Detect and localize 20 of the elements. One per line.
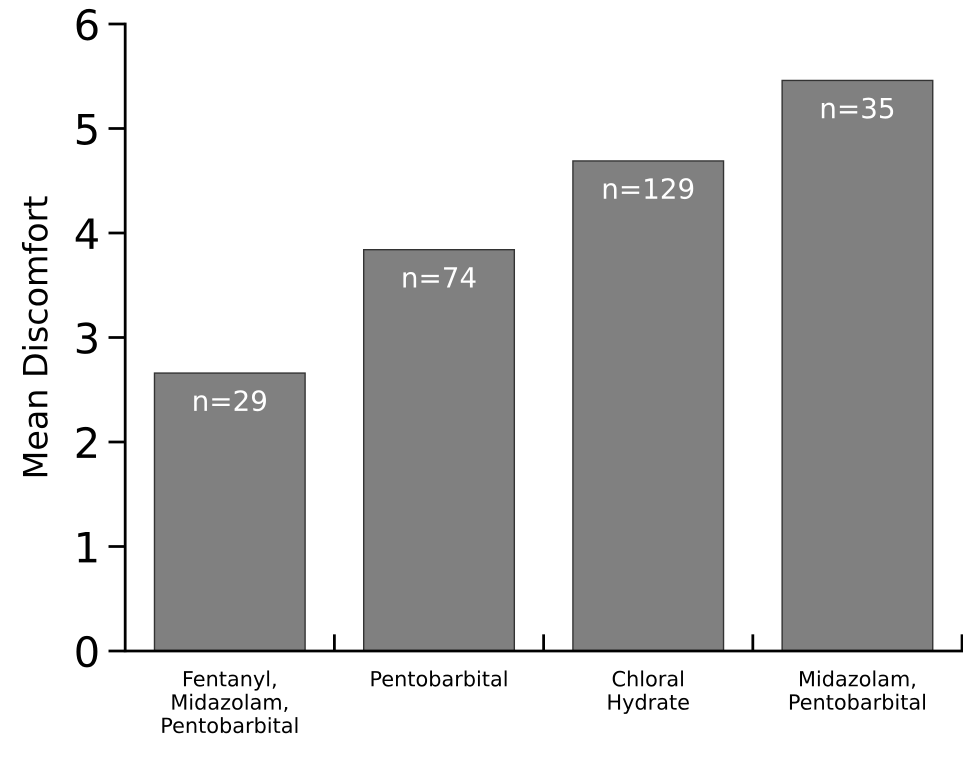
x-tick-label: Fentanyl, Midazolam, Pentobarbital bbox=[162, 670, 298, 734]
y-tick-label: 1 bbox=[78, 532, 96, 562]
y-axis-title: Mean Discomfort bbox=[22, 196, 48, 476]
annotation: n=129 bbox=[604, 178, 694, 200]
bar bbox=[781, 80, 934, 651]
y-tick-label: 4 bbox=[76, 218, 98, 249]
y-tick-label: 5 bbox=[76, 114, 97, 145]
x-tick-label: Chloral Hydrate bbox=[608, 670, 689, 714]
y-tick-label: 3 bbox=[76, 322, 97, 354]
annotation: n=74 bbox=[403, 267, 476, 288]
annotation: n=29 bbox=[194, 390, 266, 412]
y-tick-label: 0 bbox=[76, 636, 98, 668]
annotation: n=35 bbox=[822, 98, 894, 119]
bar bbox=[154, 372, 306, 651]
y-tick-label: 6 bbox=[76, 8, 98, 40]
y-tick-label: 2 bbox=[76, 426, 96, 458]
bar bbox=[572, 160, 724, 651]
bar bbox=[362, 249, 516, 651]
x-tick-label: Pentobarbital bbox=[372, 670, 507, 687]
x-tick-label: Midazolam, Pentobarbital bbox=[790, 670, 925, 710]
